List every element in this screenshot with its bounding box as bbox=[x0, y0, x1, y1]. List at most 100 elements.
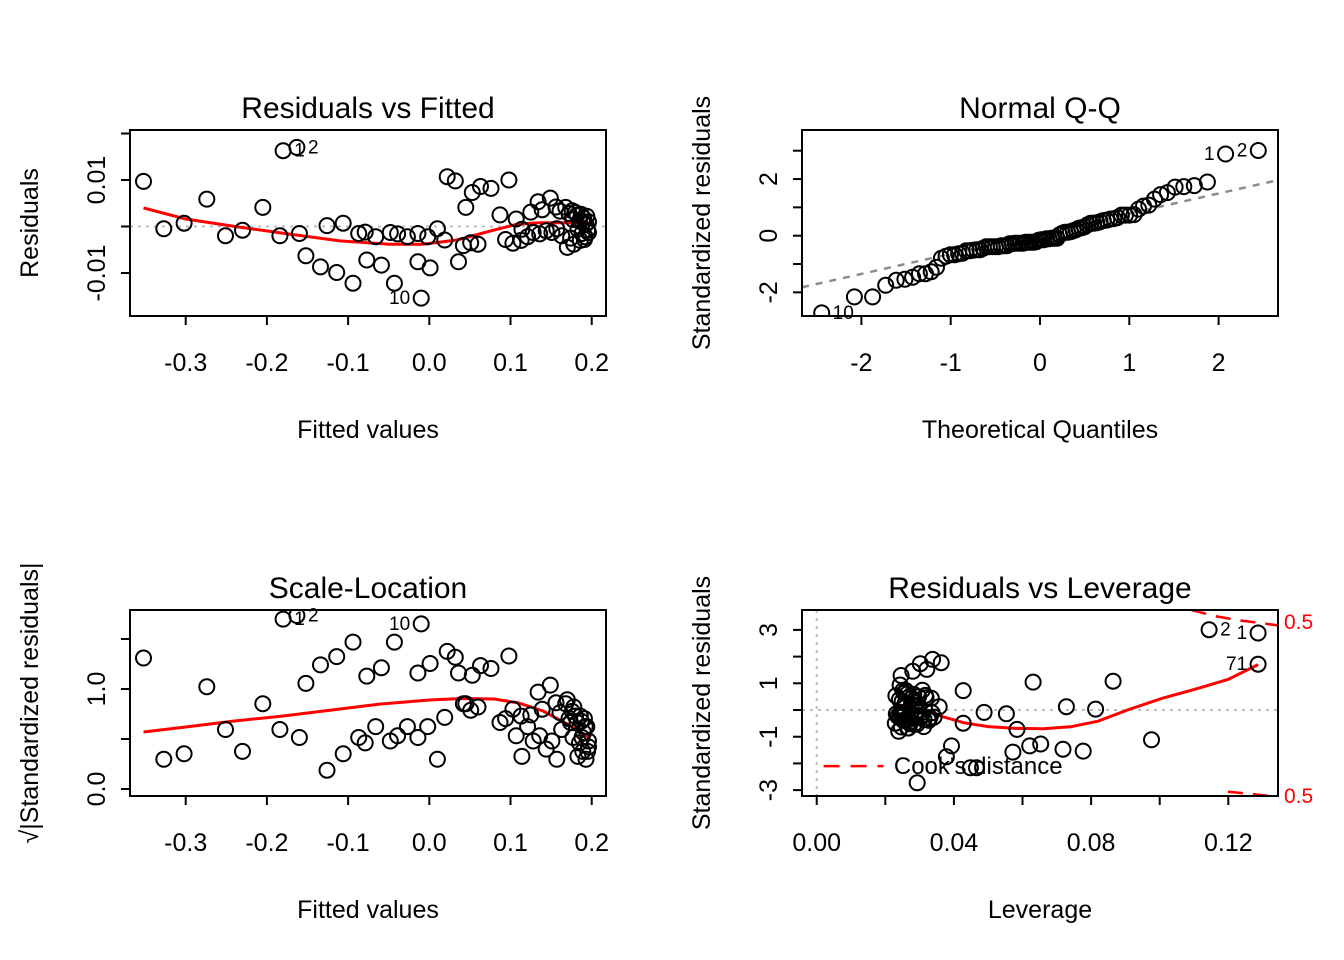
point-id-label: 2 bbox=[308, 606, 319, 627]
data-point bbox=[469, 235, 487, 253]
x-tick-label: 0.0 bbox=[412, 349, 447, 377]
smooth-line bbox=[895, 663, 1259, 731]
y-tick-label: 2 bbox=[755, 172, 783, 186]
data-point bbox=[968, 759, 985, 777]
data-point bbox=[917, 265, 934, 283]
data-point bbox=[367, 718, 385, 736]
data-point bbox=[507, 727, 525, 745]
data-point bbox=[580, 224, 597, 241]
data-point bbox=[813, 304, 831, 316]
data-point bbox=[334, 745, 352, 763]
point-id-label: 10 bbox=[389, 288, 410, 309]
data-point bbox=[254, 695, 272, 713]
data-point bbox=[254, 198, 272, 216]
data-point bbox=[1025, 233, 1042, 251]
data-point bbox=[358, 667, 376, 685]
data-point bbox=[1143, 731, 1160, 749]
data-point bbox=[1061, 223, 1079, 241]
data-point bbox=[574, 742, 592, 760]
data-point bbox=[547, 198, 565, 216]
data-point bbox=[356, 734, 374, 752]
data-point bbox=[574, 214, 592, 232]
data-point bbox=[419, 228, 437, 246]
point-id-label: 2 bbox=[1220, 620, 1231, 641]
data-point bbox=[472, 178, 489, 195]
data-point bbox=[577, 750, 595, 768]
data-point bbox=[941, 246, 959, 264]
cooks-distance-contour bbox=[1227, 790, 1278, 796]
data-point bbox=[572, 712, 590, 730]
panel1-title: Residuals vs Fitted bbox=[241, 92, 494, 125]
x-tick-label: 0.12 bbox=[1204, 829, 1253, 857]
data-point bbox=[548, 750, 566, 768]
panel1-plot-area: -0.3 -0.2 -0.1 0.0 0.1 0.2 -0.01 0.01 1 2 10 bbox=[83, 129, 609, 377]
cooks-distance-level-label: 0.5 bbox=[1284, 785, 1313, 808]
data-point bbox=[1217, 145, 1235, 163]
data-point bbox=[533, 700, 551, 718]
data-point bbox=[428, 750, 446, 768]
data-point bbox=[1008, 720, 1026, 738]
data-point bbox=[198, 190, 216, 208]
y-tick-label: 0.0 bbox=[83, 772, 111, 807]
data-point bbox=[356, 223, 374, 241]
data-point bbox=[463, 666, 481, 684]
data-point bbox=[1185, 177, 1203, 195]
data-point bbox=[482, 179, 500, 197]
data-point bbox=[312, 656, 329, 674]
data-point bbox=[318, 761, 336, 779]
x-tick-label: -0.2 bbox=[245, 829, 288, 857]
data-point bbox=[135, 649, 152, 667]
data-point bbox=[887, 687, 905, 705]
data-point bbox=[1249, 655, 1267, 673]
data-point bbox=[372, 659, 390, 677]
data-point bbox=[288, 610, 306, 624]
data-point bbox=[381, 224, 399, 241]
panel4-xaxis-title: Leverage bbox=[988, 896, 1092, 924]
data-point bbox=[491, 206, 509, 224]
data-point bbox=[389, 225, 407, 243]
data-point bbox=[961, 759, 979, 777]
data-point bbox=[344, 633, 362, 651]
x-tick-label: -0.3 bbox=[164, 829, 207, 857]
data-point bbox=[1087, 700, 1105, 718]
data-point bbox=[469, 698, 487, 716]
data-point bbox=[1079, 216, 1097, 234]
data-point bbox=[297, 674, 315, 692]
data-point bbox=[175, 214, 193, 232]
data-point bbox=[398, 718, 416, 736]
data-point bbox=[1024, 673, 1042, 691]
data-point bbox=[946, 246, 964, 264]
data-point bbox=[358, 251, 376, 269]
point-id-label: 71 bbox=[1226, 654, 1247, 675]
data-point bbox=[412, 289, 430, 307]
panel2-xaxis-title: Theoretical Quantiles bbox=[922, 416, 1158, 444]
data-point bbox=[569, 747, 587, 765]
data-point bbox=[372, 256, 390, 274]
data-point bbox=[1057, 698, 1075, 716]
plot-box bbox=[801, 609, 1279, 797]
data-point bbox=[924, 650, 942, 668]
x-tick-label: 1 bbox=[1122, 349, 1136, 377]
data-point bbox=[1004, 743, 1022, 761]
x-tick-label: 0.00 bbox=[792, 829, 841, 857]
x-tick-label: 0.1 bbox=[493, 829, 528, 857]
data-point bbox=[398, 228, 416, 246]
panel2-yaxis-title: Standardized residuals bbox=[688, 96, 716, 350]
data-point bbox=[344, 274, 362, 292]
data-point bbox=[562, 229, 580, 247]
clipped-layer bbox=[135, 610, 597, 779]
data-point bbox=[290, 225, 308, 242]
data-point bbox=[385, 633, 403, 651]
clipped-layer bbox=[130, 138, 606, 307]
data-point bbox=[864, 288, 882, 306]
data-point bbox=[1249, 624, 1267, 642]
data-point bbox=[328, 264, 346, 281]
data-point bbox=[547, 694, 565, 712]
data-point bbox=[462, 234, 480, 252]
data-point bbox=[580, 732, 597, 750]
data-point bbox=[1105, 210, 1123, 228]
data-point bbox=[910, 265, 928, 283]
cooks-distance-level-label: 0.5 bbox=[1284, 611, 1313, 634]
point-id-label: 2 bbox=[1237, 140, 1248, 161]
